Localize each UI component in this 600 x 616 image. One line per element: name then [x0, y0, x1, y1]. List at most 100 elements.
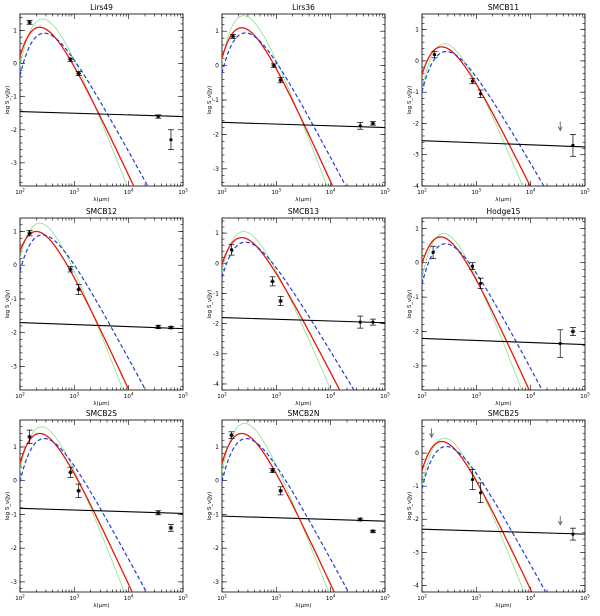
- dot-marker: [571, 143, 575, 147]
- y-tick-label: -4: [413, 582, 419, 589]
- x-tick-label: 102: [15, 594, 25, 603]
- y-tick-label: -3: [413, 363, 419, 370]
- star-marker: [27, 230, 32, 236]
- y-tick-label: -1: [413, 294, 419, 301]
- y-tick-label: 1: [215, 28, 219, 35]
- dot-marker: [358, 124, 362, 128]
- y-tick-label: -2: [11, 545, 17, 552]
- panel-smcb2n: SMCB2N 102 103 104 105 λ(μm) 1 0 -1 -2 -3 log S_ν(J…: [207, 409, 390, 609]
- y-tick-label: 0: [13, 262, 17, 269]
- model-curves: [20, 426, 183, 592]
- dot-marker: [470, 264, 475, 268]
- data-point: [228, 243, 235, 256]
- panel-smcb11: SMCB11 102 103 104 105 λ(μm) 1 0 -1 -2 -3 -4 log S_ν…: [407, 3, 590, 203]
- star-marker: [370, 121, 376, 126]
- x-tick-label: 102: [15, 188, 25, 197]
- data-point: [230, 33, 237, 39]
- y-tick-label: 0: [13, 61, 17, 68]
- data-point: [569, 327, 576, 336]
- data-point: [469, 469, 476, 490]
- y-tick-label: -2: [413, 329, 419, 336]
- power-law-line: [222, 121, 385, 129]
- blue-model-curve: [422, 243, 543, 390]
- x-tick-label: 105: [380, 392, 390, 401]
- y-axis-label: log S_ν(Jy): [207, 86, 213, 115]
- y-axis-label: log S_ν(Jy): [5, 86, 11, 115]
- model-curves: [20, 222, 183, 390]
- model-curves: [222, 15, 385, 186]
- x-tick-label: 105: [580, 188, 590, 197]
- panel-title: SMCB12: [86, 207, 117, 216]
- y-axis-label: log S_ν(Jy): [407, 290, 413, 319]
- star-marker: [27, 19, 32, 25]
- y-tick-label: -1: [11, 94, 17, 101]
- star-marker: [270, 468, 275, 473]
- data-point: [277, 76, 284, 84]
- x-tick-label: 104: [526, 392, 536, 401]
- x-tick-label: 105: [380, 188, 390, 197]
- upper-limit-arrow-head: [557, 126, 563, 132]
- y-tick-label: -2: [11, 127, 17, 134]
- green-model-curve: [222, 231, 332, 390]
- green-model-curve: [422, 43, 524, 186]
- y-tick-label: -1: [11, 511, 17, 518]
- star-marker: [155, 510, 161, 516]
- y-tick-label: -1: [11, 296, 17, 303]
- dot-marker: [479, 92, 483, 96]
- x-tick-label: 104: [326, 188, 336, 197]
- red-model-curve: [222, 236, 341, 390]
- panel-title: SMCB2S: [86, 409, 117, 418]
- panel-smcb12: SMCB12 102 103 104 105 λ(μm) 1 0 -1 -2 -3 log S_ν(J…: [5, 207, 188, 407]
- data-point: [477, 89, 484, 98]
- y-tick-label: -4: [413, 183, 419, 190]
- data-point: [26, 429, 33, 444]
- x-tick-label: 102: [217, 188, 227, 197]
- red-model-curve: [20, 26, 135, 186]
- data-point: [431, 51, 438, 59]
- data-point: [357, 315, 364, 329]
- x-tick-label: 102: [217, 392, 227, 401]
- upper-limit-arrow-head: [557, 520, 563, 526]
- y-tick-label: -1: [213, 511, 219, 518]
- x-tick-label: 102: [417, 594, 427, 603]
- data-point: [155, 114, 162, 119]
- y-tick-label: 1: [215, 230, 219, 237]
- green-model-curve: [422, 437, 525, 592]
- x-tick-label: 104: [526, 188, 536, 197]
- red-model-curve: [20, 230, 130, 390]
- star-marker: [230, 34, 236, 39]
- panel-title: Hodge15: [487, 207, 521, 216]
- star-marker: [155, 324, 161, 330]
- blue-model-curve: [222, 241, 355, 390]
- model-curves: [20, 18, 183, 186]
- data-point: [67, 57, 74, 62]
- star-marker: [68, 57, 73, 62]
- x-tick-label: 105: [178, 594, 188, 603]
- plot-frame: [19, 419, 184, 593]
- dot-marker: [558, 341, 562, 346]
- red-model-curve: [422, 440, 533, 592]
- x-tick-label: 103: [70, 392, 80, 401]
- panel-lirs49: Lirs49 102 103 104 105 λ(μm) 1 0 -1 -2 -3 log S_ν(J…: [5, 3, 188, 203]
- red-model-curve: [222, 432, 335, 592]
- y-tick-label: 0: [415, 450, 419, 457]
- data-point: [557, 515, 563, 526]
- plot-frame: [221, 13, 386, 187]
- y-tick-label: 0: [215, 478, 219, 485]
- x-tick-label: 104: [526, 594, 536, 603]
- star-marker: [76, 71, 81, 76]
- x-tick-label: 103: [70, 594, 80, 603]
- red-model-curve: [20, 432, 133, 592]
- y-tick-label: -1: [213, 97, 219, 104]
- star-marker: [168, 525, 174, 531]
- dot-marker: [470, 79, 475, 83]
- star-marker: [357, 517, 363, 522]
- blue-model-curve: [222, 437, 350, 592]
- panel-smcb2s: SMCB2S 102 103 104 105 λ(μm) 1 0 -1 -2 -3 log S_ν(J…: [5, 409, 188, 609]
- power-law-line: [20, 321, 183, 330]
- y-tick-label: -3: [11, 363, 17, 370]
- power-law-line: [222, 317, 385, 324]
- y-tick-label: 0: [13, 478, 17, 485]
- plot-frame: [19, 13, 184, 187]
